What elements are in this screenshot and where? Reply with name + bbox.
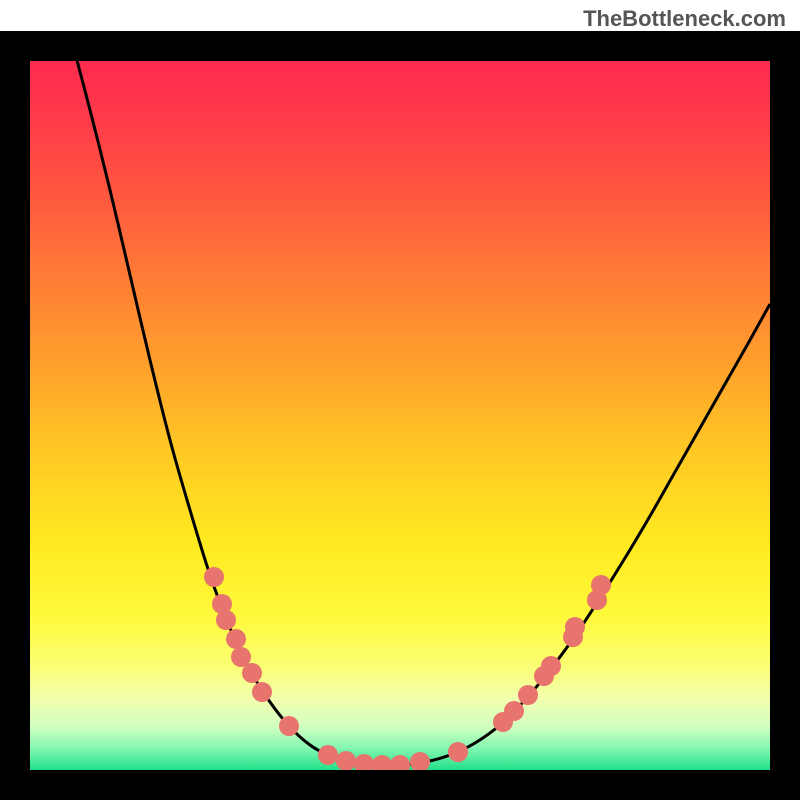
data-marker — [336, 751, 356, 771]
data-marker — [318, 745, 338, 765]
data-marker — [216, 610, 236, 630]
data-marker — [504, 701, 524, 721]
bottleneck-chart-svg — [0, 0, 800, 800]
watermark-text: TheBottleneck.com — [583, 6, 786, 32]
data-marker — [410, 752, 430, 772]
chart-container: TheBottleneck.com — [0, 0, 800, 800]
data-marker — [252, 682, 272, 702]
data-marker — [565, 617, 585, 637]
data-marker — [204, 567, 224, 587]
data-marker — [279, 716, 299, 736]
data-marker — [226, 629, 246, 649]
data-marker — [448, 742, 468, 762]
data-marker — [518, 685, 538, 705]
data-marker — [541, 656, 561, 676]
plot-area-gradient — [30, 61, 770, 770]
data-marker — [242, 663, 262, 683]
data-marker — [591, 575, 611, 595]
